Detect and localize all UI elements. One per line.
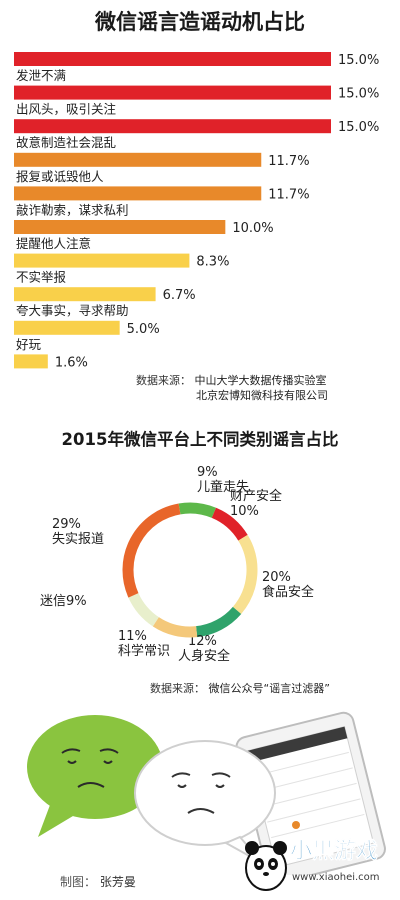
bar-category-label: 不实举报 — [16, 270, 67, 285]
bar — [14, 287, 156, 302]
xiaohei-logo: 小黑游戏 www.xiaohei.com — [245, 838, 380, 891]
donut-slice — [122, 503, 181, 598]
donut-slice — [211, 507, 248, 541]
bar-value-label: 5.0% — [127, 322, 160, 337]
slice-value-label: 11% — [118, 629, 147, 644]
panda-mascot-icon — [245, 841, 287, 891]
bar-value-label: 15.0% — [338, 53, 379, 68]
slice-value-label: 29% — [52, 517, 81, 532]
bar — [14, 152, 262, 167]
source-note-1: 数据来源： 中山大学大数据传播实验室 北京宏博知微科技有限公司 — [136, 373, 328, 403]
slice-label: 财产安全 — [230, 488, 282, 504]
bar — [14, 320, 120, 335]
source-text: 微信公众号“谣言过滤器” — [208, 682, 330, 695]
bar — [14, 253, 190, 268]
bar-value-label: 6.7% — [163, 288, 196, 303]
credit-label: 制图： — [60, 875, 97, 889]
logo-url: www.xiaohei.com — [292, 872, 380, 883]
bar-category-label: 报复或诋毁他人 — [16, 169, 104, 184]
slice-value-label: 20% — [262, 570, 291, 585]
logo-text: 小黑游戏 — [290, 838, 378, 864]
source-line-1: 中山大学大数据传播实验室 — [194, 374, 327, 387]
slice-label: 儿童走失 — [197, 479, 249, 495]
bar-category-label: 出风头，吸引关注 — [16, 102, 117, 117]
bar-value-label: 1.6% — [55, 355, 88, 370]
donut-slice — [232, 534, 258, 614]
bar-value-label: 8.3% — [196, 255, 229, 270]
bar-category-label: 发泄不满 — [16, 68, 66, 83]
bar — [14, 220, 226, 234]
credit-note: 制图： 张芳曼 — [60, 873, 136, 890]
slice-label: 科学常识 — [118, 643, 170, 659]
bar-category-label: 夸大事实，寻求帮助 — [16, 303, 129, 318]
motive-bar-chart: 15.0% 发泄不满 15.0% 出风头，吸引关注 15.0% 故意制造社会混乱 11.7%… — [14, 52, 379, 370]
bar-category-label: 敲诈勒索，谋求私利 — [16, 202, 129, 217]
source-note-2: 数据来源： 微信公众号“谣言过滤器” — [150, 681, 330, 696]
bar-category-label: 好玩 — [16, 337, 42, 352]
source-label: 数据来源： — [150, 682, 205, 695]
slice-label: 迷信9% — [40, 594, 87, 609]
bar — [14, 52, 331, 66]
bar — [14, 186, 262, 201]
bar-value-label: 15.0% — [338, 87, 379, 102]
slice-value-label: 9% — [197, 465, 218, 480]
green-sad-bubble — [27, 715, 163, 837]
bar — [14, 119, 331, 134]
bar-category-label: 提醒他人注意 — [16, 236, 91, 251]
bar-value-label: 11.7% — [268, 154, 309, 169]
donut-slice — [195, 606, 242, 638]
slice-value-label: 12% — [188, 634, 217, 649]
bar-chart-title: 微信谣言造谣动机占比 — [95, 10, 305, 34]
credit-name: 张芳曼 — [99, 875, 136, 889]
donut-slice — [128, 592, 160, 627]
category-donut-chart: 9%儿童走失 10%财产安全 20%食品安全 12%人身安全 11%科学常识 迷信9% 29… — [40, 465, 314, 664]
bar-value-label: 15.0% — [338, 120, 379, 135]
donut-slice — [152, 617, 198, 638]
bar — [14, 354, 48, 369]
donut-slice — [178, 502, 217, 518]
slice-label: 食品安全 — [262, 584, 314, 600]
bar — [14, 85, 331, 100]
chat-bubbles-illustration — [27, 711, 386, 875]
donut-chart-title: 2015年微信平台上不同类别谣言占比 — [61, 430, 339, 449]
slice-label: 失实报道 — [52, 532, 104, 547]
bar-value-label: 11.7% — [268, 187, 309, 202]
bar-category-label: 故意制造社会混乱 — [16, 135, 116, 150]
slice-value-label: 10% — [230, 504, 259, 519]
source-label: 数据来源： — [136, 374, 191, 387]
bar-value-label: 10.0% — [232, 221, 273, 236]
slice-label: 人身安全 — [178, 648, 230, 664]
source-line-2: 北京宏博知微科技有限公司 — [196, 389, 328, 402]
